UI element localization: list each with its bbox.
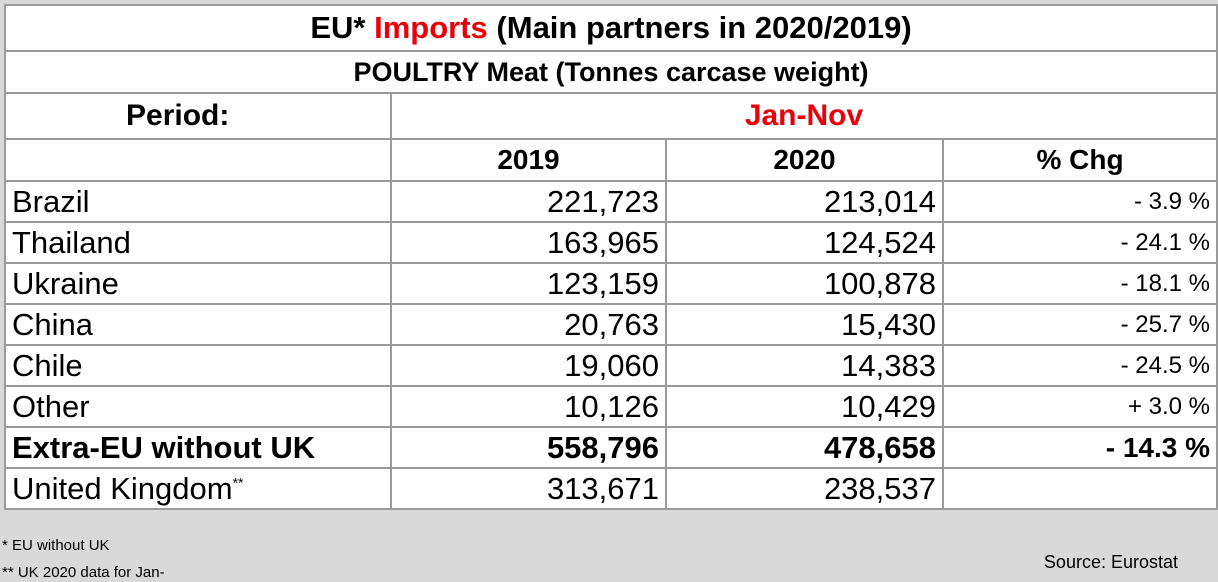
cell: 100,878	[665, 262, 944, 305]
cell: - 18.1 %	[942, 262, 1218, 305]
table-body: EU* Imports (Main partners in 2020/2019)…	[4, 4, 1218, 510]
subtitle-row: POULTRY Meat (Tonnes carcase weight)	[4, 50, 1218, 94]
cell: 124,524	[665, 221, 944, 264]
column-header: % Chg	[942, 138, 1218, 182]
note: ** UK 2020 data for Jan-	[2, 564, 165, 581]
table-row: Other 10,126 10,429 + 3.0 %	[4, 385, 1218, 428]
period-row: Period: Jan-Nov	[4, 92, 1218, 140]
table-row: Chile 19,060 14,383- 24.5 %	[4, 344, 1218, 387]
table-row: Thailand 163,965 124,524- 24.1 %	[4, 221, 1218, 264]
cell: 14,383	[665, 344, 944, 387]
cell: - 24.1 %	[942, 221, 1218, 264]
row-label: Thailand	[4, 221, 392, 264]
header-empty	[4, 138, 392, 182]
cell: 313,671	[390, 467, 667, 510]
cell: 19,060	[390, 344, 667, 387]
table-row: United Kingdom** 313,671 238,537	[4, 467, 1218, 510]
title-prefix: EU*	[310, 10, 366, 45]
row-label: Extra-EU without UK	[4, 426, 392, 469]
row-label: Chile	[4, 344, 392, 387]
period-label: Period:	[4, 92, 392, 140]
title: EU* Imports (Main partners in 2020/2019)	[4, 4, 1218, 52]
cell: 163,965	[390, 221, 667, 264]
cell: 238,537	[665, 467, 944, 510]
table-row: Extra-EU without UK 558,796 478,658- 14.3 …	[4, 426, 1218, 469]
cell: + 3.0 %	[942, 385, 1218, 428]
empty-cell	[942, 467, 1218, 510]
table-row: China 20,763 15,430- 25.7 %	[4, 303, 1218, 346]
row-label: Other	[4, 385, 392, 428]
cell: 221,723	[390, 180, 667, 223]
cell: 15,430	[665, 303, 944, 346]
note: * EU without UK	[2, 537, 110, 554]
cell: - 24.5 %	[942, 344, 1218, 387]
row-label: Ukraine	[4, 262, 392, 305]
row-label: China	[4, 303, 392, 346]
footnote-mark: **	[232, 474, 244, 491]
column-header: 2020	[665, 138, 944, 182]
period: Jan-Nov	[390, 92, 1218, 140]
cell: - 14.3 %	[942, 426, 1218, 469]
title-row: EU* Imports (Main partners in 2020/2019)	[4, 4, 1218, 52]
row-label: Brazil	[4, 180, 392, 223]
row-label-text: United Kingdom	[12, 470, 233, 506]
header-row: 2019 2020% Chg	[4, 138, 1218, 182]
imports-table: EU* Imports (Main partners in 2020/2019)…	[4, 4, 1218, 510]
cell: 478,658	[665, 426, 944, 469]
cell: 123,159	[390, 262, 667, 305]
subtitle: POULTRY Meat (Tonnes carcase weight)	[4, 50, 1218, 94]
source: Source: Eurostat	[1043, 552, 1178, 572]
cell: - 3.9 %	[942, 180, 1218, 223]
title-suffix: (Main partners in 2020/2019)	[496, 10, 912, 45]
cell: 558,796	[390, 426, 667, 469]
table-row: Ukraine 123,159 100,878- 18.1 %	[4, 262, 1218, 305]
cell: - 25.7 %	[942, 303, 1218, 346]
cell: 10,429	[665, 385, 944, 428]
title-highlight: Imports	[374, 10, 488, 45]
table-row: Brazil 221,723 213,014- 3.9 %	[4, 180, 1218, 223]
row-label: United Kingdom**	[4, 467, 392, 510]
column-header: 2019	[390, 138, 667, 182]
cell: 20,763	[390, 303, 667, 346]
cell: 10,126	[390, 385, 667, 428]
cell: 213,014	[665, 180, 944, 223]
